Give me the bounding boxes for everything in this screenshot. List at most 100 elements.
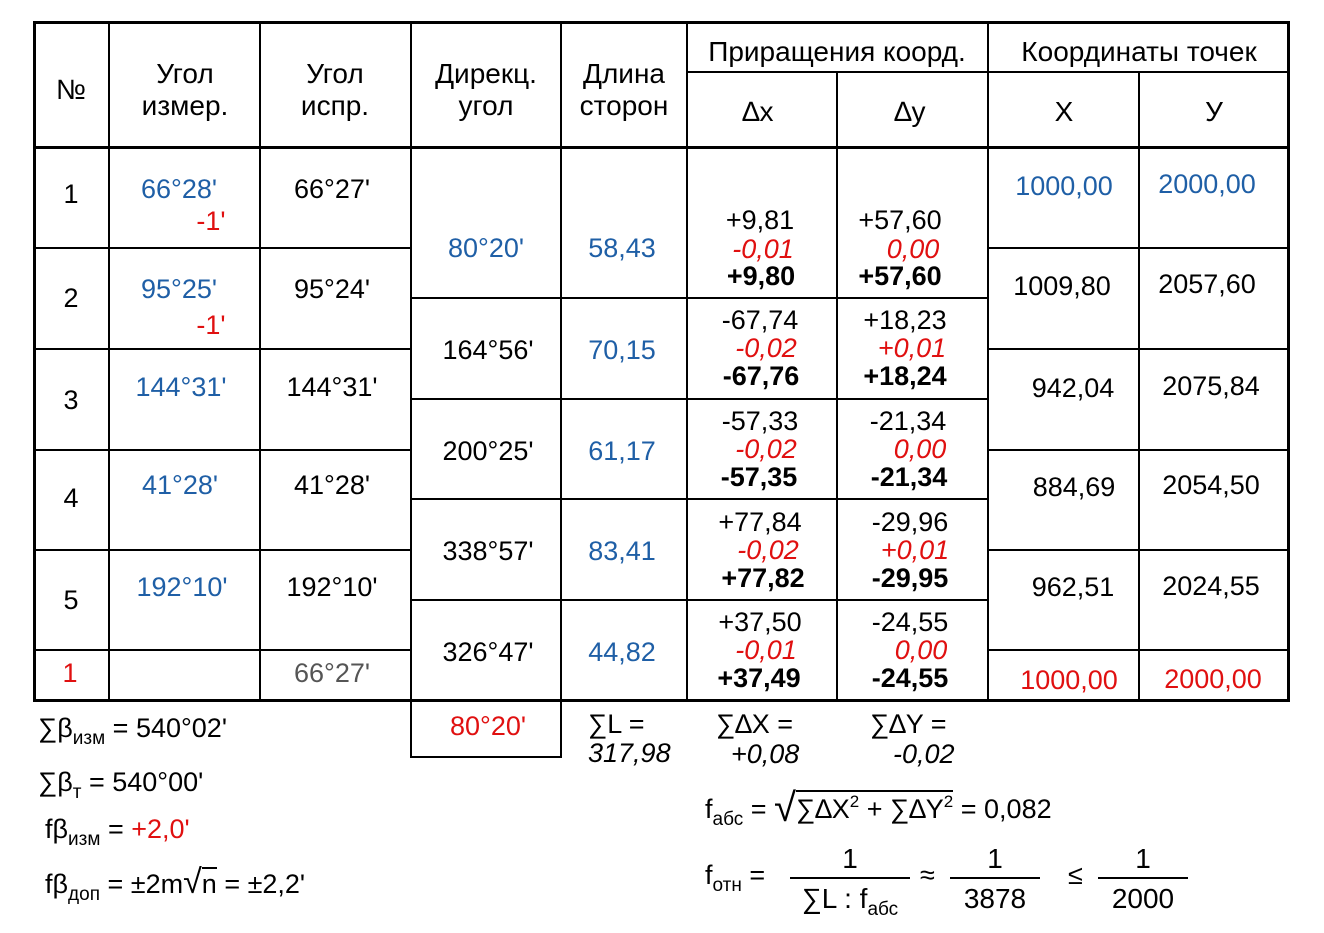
closing-row-angle-corrected: 66°27' bbox=[293, 658, 371, 688]
header-direction-angle: Дирекц. угол bbox=[435, 58, 537, 122]
side-3-dy: -21,34 bbox=[869, 406, 947, 436]
side-2-dx: -67,74 bbox=[721, 305, 799, 335]
approx-sign: ≈ bbox=[920, 860, 935, 890]
side-2-dx-correction: -0,02 bbox=[735, 333, 797, 363]
side-4-length: 83,41 bbox=[588, 536, 656, 566]
sum-dy-label: ∑∆Y = bbox=[870, 709, 947, 739]
row-1-angle-measured: 66°28' bbox=[140, 174, 218, 204]
side-3-dx-final: -57,35 bbox=[720, 462, 798, 492]
side-2-dy-correction: +0,01 bbox=[877, 333, 947, 363]
side-1-direction-angle: 80°20' bbox=[447, 233, 525, 263]
side-1-dy: +57,60 bbox=[858, 205, 942, 235]
side-3-dx-correction: -0,02 bbox=[735, 434, 797, 464]
row-3-angle-measured: 144°31' bbox=[135, 372, 227, 402]
row-3-angle-corrected: 144°31' bbox=[286, 372, 378, 402]
row-1-angle-correction: -1' bbox=[196, 206, 226, 236]
side-4-dx-final: +77,82 bbox=[721, 563, 805, 593]
side-5-dx-final: +37,49 bbox=[717, 663, 801, 693]
row-5-x: 962,51 bbox=[1031, 572, 1115, 602]
row-1-x: 1000,00 bbox=[1015, 171, 1113, 201]
side-4-dy-correction: +0,01 bbox=[880, 535, 950, 565]
header-angle-measured: Угол измер. bbox=[141, 58, 229, 122]
header-y: У bbox=[1205, 96, 1223, 127]
side-1-dy-final: +57,60 bbox=[858, 261, 942, 291]
row-4-x: 884,69 bbox=[1032, 472, 1116, 502]
row-2-x: 1009,80 bbox=[1013, 271, 1111, 301]
row-3-number: 3 bbox=[63, 385, 79, 415]
row-1-angle-corrected: 66°27' bbox=[293, 174, 371, 204]
header-increments: Приращения коорд. bbox=[708, 36, 966, 67]
side-3-dy-final: -21,34 bbox=[870, 462, 948, 492]
closing-row-number: 1 bbox=[62, 658, 78, 688]
side-5-dx: +37,50 bbox=[718, 607, 802, 637]
closing-row-x: 1000,00 bbox=[1020, 665, 1118, 695]
relative-misclosure-label: fотн = bbox=[705, 860, 766, 896]
side-5-length: 44,82 bbox=[588, 637, 656, 667]
header-side-length: Длина сторон bbox=[579, 58, 669, 122]
side-5-dy: -24,55 bbox=[871, 607, 949, 637]
sqrt-sign-icon: √ bbox=[774, 786, 796, 830]
less-equal-sign: ≤ bbox=[1068, 860, 1083, 890]
header-coordinates: Координаты точек bbox=[1021, 36, 1257, 67]
row-5-angle-measured: 192°10' bbox=[136, 572, 228, 602]
side-4-direction-angle: 338°57' bbox=[442, 536, 534, 566]
row-2-angle-corrected: 95°24' bbox=[293, 274, 371, 304]
side-5-dx-correction: -0,01 bbox=[735, 635, 797, 665]
allowable-relative-fraction: 1 2000 bbox=[1098, 845, 1188, 913]
side-2-dx-final: -67,76 bbox=[722, 361, 800, 391]
sum-dx-label: ∑∆X = bbox=[716, 709, 794, 739]
side-2-direction-angle: 164°56' bbox=[442, 335, 534, 365]
row-2-angle-measured: 95°25' bbox=[140, 274, 218, 304]
header-x: X bbox=[1054, 96, 1074, 127]
sqrt-sign-icon: √ bbox=[183, 863, 202, 901]
row-1-number: 1 bbox=[63, 179, 79, 209]
row-2-angle-correction: -1' bbox=[196, 310, 226, 340]
absolute-misclosure: fабс = √∑∆X2 + ∑∆Y2 = 0,082 bbox=[705, 786, 1052, 830]
row-5-y: 2024,55 bbox=[1162, 571, 1260, 601]
side-1-dx-correction: -0,01 bbox=[732, 234, 794, 264]
sum-measured-angles: ∑βизм = 540°02' bbox=[38, 713, 227, 749]
side-1-length: 58,43 bbox=[588, 233, 656, 263]
header-angle-corrected: Угол испр. bbox=[300, 58, 370, 122]
side-1-dx-final: +9,80 bbox=[726, 261, 796, 291]
sum-theoretical-angles: ∑βт = 540°00' bbox=[38, 767, 204, 803]
side-3-length: 61,17 bbox=[588, 436, 656, 466]
side-5-dy-correction: 0,00 bbox=[894, 635, 948, 665]
side-4-dx: +77,84 bbox=[718, 507, 802, 537]
header-number: № bbox=[55, 74, 87, 105]
sum-dy-value: -0,02 bbox=[893, 739, 955, 769]
side-1-dx: +9,81 bbox=[725, 205, 795, 235]
radicand: ∑∆X2 + ∑∆Y2 bbox=[796, 790, 954, 824]
row-1-y: 2000,00 bbox=[1158, 169, 1256, 199]
side-5-direction-angle: 326°47' bbox=[442, 637, 534, 667]
sum-lengths-label: ∑L = bbox=[588, 709, 645, 739]
sum-dx-value: +0,08 bbox=[731, 739, 800, 769]
sum-lengths-value: 317,98 bbox=[588, 738, 671, 768]
row-3-y: 2075,84 bbox=[1162, 371, 1260, 401]
row-3-x: 942,04 bbox=[1031, 373, 1115, 403]
side-3-dx: -57,33 bbox=[721, 406, 799, 436]
relative-misclosure-result-fraction: 1 3878 bbox=[950, 845, 1040, 913]
angular-misclosure: fβизм = +2,0' bbox=[45, 814, 190, 850]
allowable-misclosure: fβдоп = ±2m√n = ±2,2' bbox=[45, 863, 306, 905]
header-dy: ∆y bbox=[894, 96, 926, 127]
row-4-angle-measured: 41°28' bbox=[141, 470, 219, 500]
side-5-dy-final: -24,55 bbox=[871, 663, 949, 693]
row-4-angle-corrected: 41°28' bbox=[293, 470, 371, 500]
header-dx: ∆x bbox=[742, 96, 774, 127]
side-2-dy-final: +18,24 bbox=[863, 361, 947, 391]
row-2-number: 2 bbox=[63, 283, 79, 313]
side-3-dy-correction: 0,00 bbox=[893, 434, 947, 464]
side-2-length: 70,15 bbox=[588, 335, 656, 365]
row-5-number: 5 bbox=[63, 585, 79, 615]
side-1-dy-correction: 0,00 bbox=[886, 234, 940, 264]
side-4-dx-correction: -0,02 bbox=[737, 535, 799, 565]
side-2-dy: +18,23 bbox=[863, 305, 947, 335]
row-5-angle-corrected: 192°10' bbox=[286, 572, 378, 602]
row-4-number: 4 bbox=[63, 483, 79, 513]
closing-row-y: 2000,00 bbox=[1164, 664, 1262, 694]
closing-direction-angle: 80°20' bbox=[449, 711, 527, 741]
row-2-y: 2057,60 bbox=[1158, 269, 1256, 299]
row-4-y: 2054,50 bbox=[1162, 470, 1260, 500]
side-4-dy-final: -29,95 bbox=[871, 563, 949, 593]
